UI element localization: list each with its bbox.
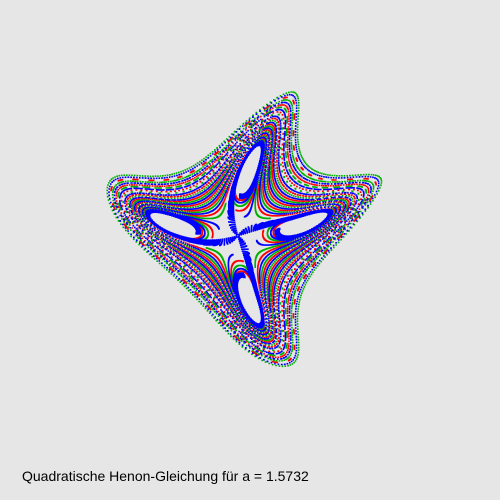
orbit-blue-dots [108,93,380,366]
figure-caption: Quadratische Henon-Gleichung für a = 1.5… [22,468,309,484]
orbit-red-dots [110,96,377,364]
orbit-points-blue [108,93,380,366]
orbit-points-red [110,96,377,364]
